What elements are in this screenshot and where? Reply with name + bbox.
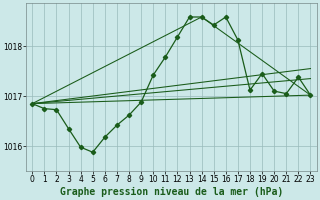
X-axis label: Graphe pression niveau de la mer (hPa): Graphe pression niveau de la mer (hPa) xyxy=(60,186,283,197)
